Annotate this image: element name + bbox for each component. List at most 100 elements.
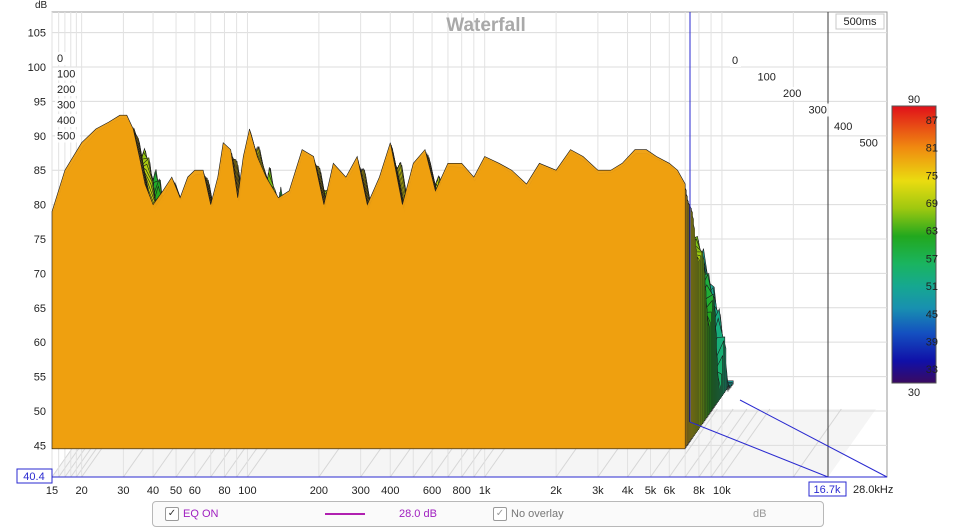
- time-axis-labels: 0 100 200 300 400 500 0 100 200 300 400 500: [55, 52, 883, 150]
- waterfall-slices: [51, 114, 734, 450]
- time-tick-bg: [755, 70, 781, 84]
- x-tick-label: 40: [147, 485, 159, 497]
- colorbar-tick: 81: [926, 143, 938, 155]
- y-tick-label: 50: [34, 406, 46, 418]
- colorbar-tick: 75: [926, 170, 938, 182]
- overlay-checkbox[interactable]: ✓: [493, 507, 507, 521]
- y-tick-label: 80: [34, 200, 46, 212]
- y-tick-label: 75: [34, 234, 46, 246]
- x-tick-label: 5k: [645, 485, 657, 497]
- colorbar-tick: 45: [926, 309, 938, 321]
- colorbar: [891, 105, 937, 384]
- time-label-box: 500ms: [835, 13, 885, 30]
- eq-line-swatch: [325, 513, 365, 515]
- time-tick-left: 300: [57, 100, 75, 112]
- y-axis-labels: 105 100 95 90 85 80 75 70 65 60 55 50 45: [28, 28, 46, 453]
- floor-gridline: [684, 408, 734, 478]
- x-tick-label: 400: [381, 485, 399, 497]
- colorbar-gradient: [891, 105, 937, 384]
- colorbar-tick: 63: [926, 226, 938, 238]
- time-tick-bg: [55, 67, 80, 81]
- time-tick-left: 500: [57, 131, 75, 143]
- y-tick-label: 60: [34, 337, 46, 349]
- floor-gridline: [721, 408, 771, 478]
- colorbar-labels: 90 87 81 75 69 63 57 51 45 39 33 30: [908, 94, 938, 399]
- x-tick-label: 60: [189, 485, 201, 497]
- floor-gridline: [792, 408, 842, 478]
- colorbar-tick: 57: [926, 253, 938, 265]
- time-tick-bg: [730, 54, 741, 67]
- eq-checkbox[interactable]: ✓: [165, 507, 179, 521]
- time-tick-bg: [857, 136, 883, 150]
- x-tick-label: 200: [310, 485, 328, 497]
- time-tick-bg: [806, 103, 832, 117]
- y-tick-label: 45: [34, 440, 46, 452]
- time-label: 500ms: [843, 16, 877, 28]
- waterfall-chart: Waterfall dB 500ms 40.4 16.7k 28.0kHz 90…: [16, 0, 938, 497]
- x-cursor-value: 16.7k: [814, 484, 841, 496]
- time-tick-bg: [55, 114, 80, 127]
- y-tick-label: 65: [34, 303, 46, 315]
- colorbar-tick: 87: [926, 115, 938, 127]
- floor-gridline: [698, 408, 748, 478]
- x-tick-label: 50: [170, 485, 182, 497]
- time-tick-bg: [55, 52, 66, 65]
- overlay-unit: dB: [753, 508, 767, 520]
- overlay-label[interactable]: No overlay: [511, 508, 564, 520]
- x-tick-label: 20: [76, 485, 88, 497]
- eq-value[interactable]: 28.0 dB: [399, 508, 437, 520]
- y-tick-label: 55: [34, 372, 46, 384]
- x-tick-label: 3k: [592, 485, 604, 497]
- time-tick-right: 400: [834, 121, 852, 133]
- time-tick-right: 0: [732, 55, 738, 67]
- colorbar-tick: 90: [908, 94, 920, 106]
- time-tick-right: 200: [783, 88, 801, 100]
- colorbar-tick: 69: [926, 198, 938, 210]
- colorbar-tick: 30: [908, 387, 920, 399]
- x-tick-label: 600: [423, 485, 441, 497]
- control-bar: ✓ EQ ON 28.0 dB ✓ No overlay dB: [152, 501, 824, 527]
- x-end-label: 28.0kHz: [853, 484, 893, 496]
- time-tick-left: 200: [57, 84, 75, 96]
- y-tick-label: 85: [34, 165, 46, 177]
- time-tick-right: 500: [860, 138, 878, 150]
- floor-gridline: [710, 408, 760, 478]
- x-tick-label: 4k: [622, 485, 634, 497]
- y-cursor-value: 40.4: [23, 471, 44, 483]
- time-tick-bg: [55, 129, 80, 143]
- time-tick-bg: [781, 87, 806, 100]
- eq-label[interactable]: EQ ON: [183, 508, 219, 520]
- y-cursor-readout[interactable]: 40.4: [16, 468, 53, 484]
- time-tick-right: 300: [809, 105, 827, 117]
- x-tick-label: 15: [46, 485, 58, 497]
- y-axis-unit: dB: [35, 0, 48, 11]
- colorbar-tick: 33: [926, 364, 938, 376]
- x-tick-label: 30: [117, 485, 129, 497]
- x-tick-label: 1k: [479, 485, 491, 497]
- colorbar-tick: 51: [926, 281, 938, 293]
- y-tick-label: 90: [34, 131, 46, 143]
- x-tick-label: 6k: [663, 485, 675, 497]
- colorbar-tick: 39: [926, 336, 938, 348]
- cursor-diagonal: [689, 421, 829, 478]
- time-tick-bg: [55, 83, 80, 96]
- time-tick-left: 100: [57, 69, 75, 81]
- y-tick-label: 105: [28, 28, 46, 40]
- waterfall-slice: [51, 114, 686, 450]
- x-tick-label: 100: [238, 485, 256, 497]
- x-tick-label: 80: [218, 485, 230, 497]
- floor-gridline: [668, 408, 718, 478]
- time-tick-bg: [55, 98, 80, 112]
- y-tick-label: 95: [34, 96, 46, 108]
- x-tick-label: 10k: [713, 485, 731, 497]
- x-tick-label: 8k: [693, 485, 705, 497]
- x-tick-label: 800: [453, 485, 471, 497]
- floor-edge: [739, 399, 888, 478]
- x-axis-labels: 15 20 30 40 50 60 80 100 200 300 400 600 800 1k 2k 3k 4k…: [46, 485, 731, 497]
- x-cursor-readout[interactable]: 16.7k: [808, 481, 847, 497]
- overlay: [52, 12, 888, 478]
- chart-title: Waterfall: [446, 15, 526, 36]
- y-tick-label: 70: [34, 268, 46, 280]
- time-tick-right: 100: [758, 72, 776, 84]
